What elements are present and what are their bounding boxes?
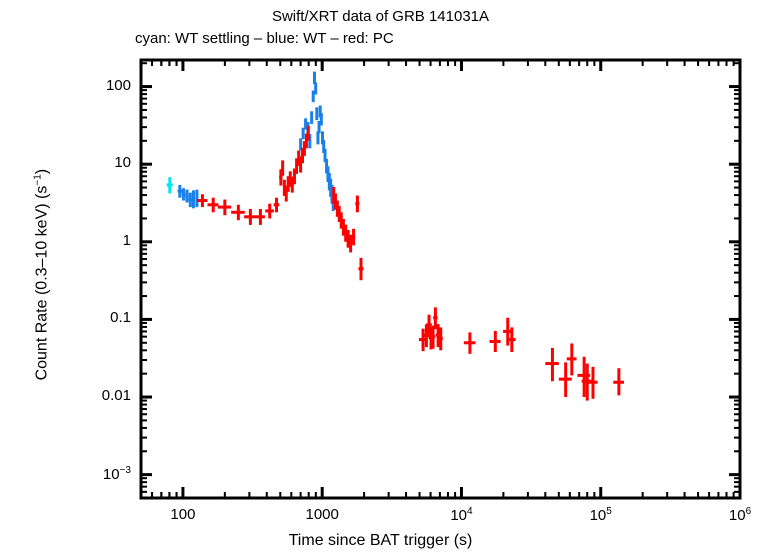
x-tick-label: 106 bbox=[728, 506, 752, 524]
series-pc bbox=[196, 126, 625, 401]
data-layer bbox=[166, 71, 625, 401]
y-axis-label: Count Rate (0.3–10 keV) (s−1) bbox=[32, 168, 51, 381]
y-tick-label: 10−3 bbox=[102, 464, 131, 483]
chart-subtitle-legend: cyan: WT settling – blue: WT – red: PC bbox=[135, 30, 394, 47]
chart-title: Swift/XRT data of GRB 141031A bbox=[271, 8, 490, 25]
y-tick-label: 0.1 bbox=[110, 309, 131, 327]
x-tick-label: 105 bbox=[589, 506, 612, 524]
series-wt bbox=[177, 71, 335, 211]
x-axis-label: Time since BAT trigger (s) bbox=[288, 532, 473, 549]
y-tick-label: 0.01 bbox=[101, 387, 131, 405]
x-tick-label: 100 bbox=[170, 506, 196, 523]
x-tick-label: 104 bbox=[450, 506, 473, 524]
x-tick-label: 1000 bbox=[305, 506, 339, 523]
y-tick-label: 100 bbox=[105, 76, 131, 94]
y-tick-label: 10 bbox=[114, 154, 131, 172]
series-wt-settling bbox=[166, 177, 173, 194]
plot-frame bbox=[139, 58, 742, 500]
y-tick-label: 1 bbox=[122, 231, 131, 249]
